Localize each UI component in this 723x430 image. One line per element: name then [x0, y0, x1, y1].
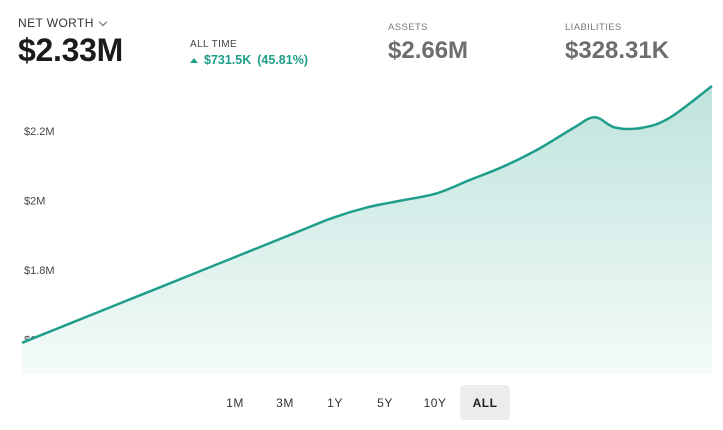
- all-time-change-amount: $731.5K: [204, 53, 252, 67]
- chart-line: [21, 85, 713, 344]
- all-time-change: $731.5K (45.81%): [190, 53, 308, 67]
- liabilities-label: LIABILITIES: [565, 22, 622, 33]
- time-range-selector: 1M 3M 1Y 5Y 10Y ALL: [210, 385, 510, 420]
- range-button-5y[interactable]: 5Y: [377, 395, 393, 410]
- assets-value: $2.66M: [388, 37, 469, 64]
- range-button-1y[interactable]: 1Y: [327, 395, 343, 410]
- net-worth-dropdown[interactable]: NET WORTH: [18, 16, 108, 30]
- range-button-3m[interactable]: 3M: [276, 395, 294, 410]
- chart-area: [22, 86, 712, 374]
- y-tick-label: $2M: [24, 196, 45, 208]
- y-tick-label: $1.8M: [24, 265, 55, 277]
- triangle-up-icon: [190, 57, 198, 63]
- range-button-1m[interactable]: 1M: [226, 395, 244, 410]
- assets-label: ASSETS: [388, 22, 428, 33]
- net-worth-label: NET WORTH: [18, 16, 94, 30]
- liabilities-value: $328.31K: [565, 37, 670, 64]
- all-time-label: ALL TIME: [190, 39, 238, 50]
- range-button-all[interactable]: ALL: [460, 385, 510, 420]
- net-worth-value: $2.33M: [18, 32, 123, 68]
- range-button-10y[interactable]: 10Y: [423, 395, 447, 410]
- y-tick-label: $2.2M: [24, 126, 55, 138]
- all-time-change-percent: (45.81%): [257, 53, 308, 67]
